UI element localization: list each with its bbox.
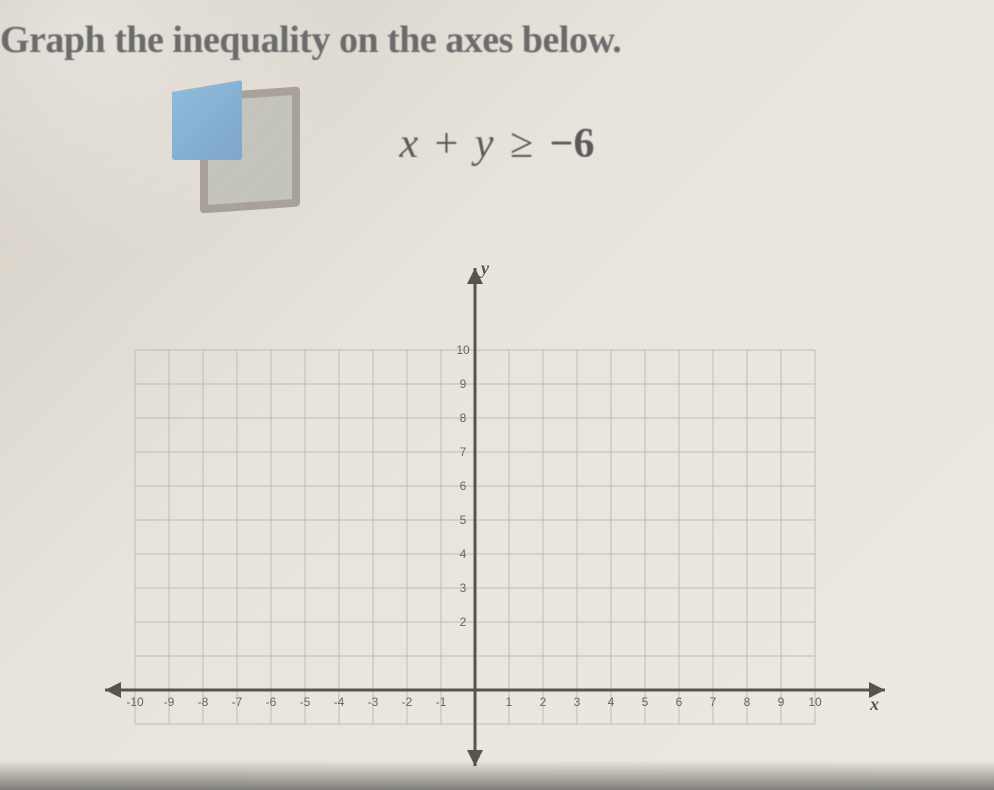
svg-text:-2: -2 bbox=[402, 695, 413, 709]
svg-text:-4: -4 bbox=[334, 695, 345, 709]
svg-text:6: 6 bbox=[460, 479, 467, 493]
svg-text:y: y bbox=[479, 260, 490, 278]
svg-text:-10: -10 bbox=[126, 695, 144, 709]
svg-text:-5: -5 bbox=[300, 695, 311, 709]
svg-text:3: 3 bbox=[460, 581, 467, 595]
window-reflection bbox=[160, 60, 360, 280]
svg-text:7: 7 bbox=[710, 695, 717, 709]
svg-text:6: 6 bbox=[676, 695, 683, 709]
svg-text:8: 8 bbox=[744, 695, 751, 709]
svg-text:2: 2 bbox=[460, 615, 467, 629]
inequality-equation: x + y ≥ −6 bbox=[0, 120, 994, 168]
svg-text:10: 10 bbox=[456, 343, 470, 357]
instruction-text: Graph the inequality on the axes below. bbox=[0, 18, 621, 62]
coordinate-grid: -10 -9 -8 -7 -6 -5 -4 -3 -2 -1 1 2 3 4 5 6 7 8 9 10 2 3 4 5 6 7 8 9… bbox=[95, 260, 895, 770]
equation-var-x: x bbox=[400, 121, 419, 167]
svg-text:2: 2 bbox=[540, 695, 547, 709]
svg-text:-7: -7 bbox=[232, 695, 243, 709]
svg-text:8: 8 bbox=[460, 411, 467, 425]
equation-rhs: −6 bbox=[550, 121, 595, 167]
svg-text:5: 5 bbox=[642, 695, 649, 709]
svg-text:-9: -9 bbox=[164, 695, 175, 709]
svg-text:9: 9 bbox=[778, 695, 785, 709]
svg-text:9: 9 bbox=[460, 377, 467, 391]
svg-text:1: 1 bbox=[506, 695, 513, 709]
svg-text:-1: -1 bbox=[436, 695, 447, 709]
svg-text:-6: -6 bbox=[266, 695, 277, 709]
svg-text:4: 4 bbox=[460, 547, 467, 561]
equation-plus: + bbox=[429, 121, 465, 167]
svg-text:3: 3 bbox=[574, 695, 581, 709]
svg-text:-8: -8 bbox=[198, 695, 209, 709]
svg-text:10: 10 bbox=[808, 695, 822, 709]
equation-relation: ≥ bbox=[504, 121, 539, 167]
equation-var-y: y bbox=[475, 121, 494, 167]
svg-text:7: 7 bbox=[460, 445, 467, 459]
svg-text:-3: -3 bbox=[368, 695, 379, 709]
svg-text:4: 4 bbox=[608, 695, 615, 709]
svg-text:x: x bbox=[869, 694, 879, 714]
svg-text:5: 5 bbox=[460, 513, 467, 527]
grid-svg: -10 -9 -8 -7 -6 -5 -4 -3 -2 -1 1 2 3 4 5 6 7 8 9 10 2 3 4 5 6 7 8 9… bbox=[95, 260, 895, 770]
